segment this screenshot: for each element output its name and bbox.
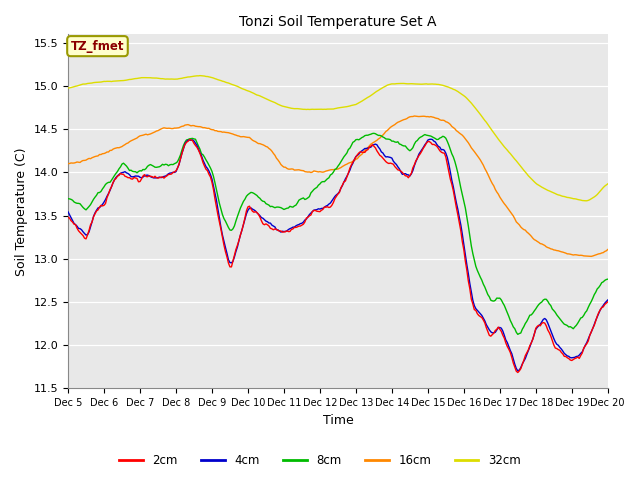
Legend: 2cm, 4cm, 8cm, 16cm, 32cm: 2cm, 4cm, 8cm, 16cm, 32cm: [115, 449, 525, 472]
Y-axis label: Soil Temperature (C): Soil Temperature (C): [15, 147, 28, 276]
Text: TZ_fmet: TZ_fmet: [71, 40, 124, 53]
X-axis label: Time: Time: [323, 414, 353, 427]
Title: Tonzi Soil Temperature Set A: Tonzi Soil Temperature Set A: [239, 15, 436, 29]
